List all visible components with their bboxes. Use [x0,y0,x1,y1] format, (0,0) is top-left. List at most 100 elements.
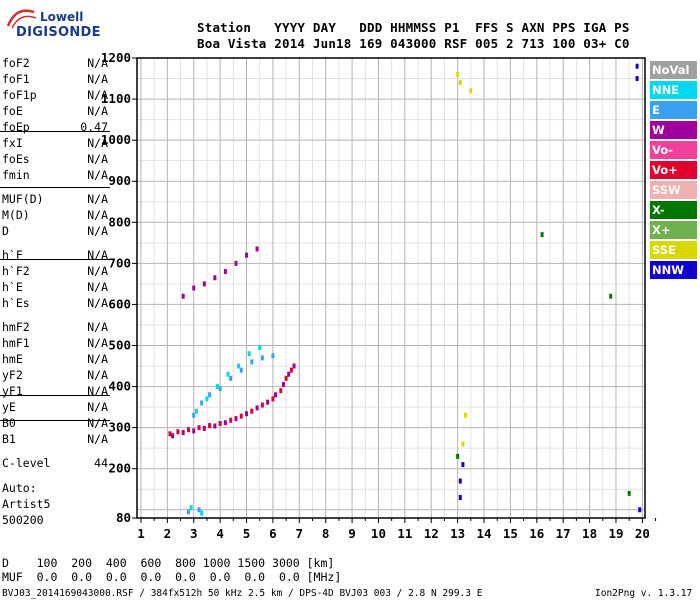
data-point [208,423,212,429]
data-point [456,71,460,77]
data-point [635,63,639,69]
data-point [464,412,468,418]
param-row-ye: yE N/A [2,400,108,414]
param-value: N/A [87,168,108,182]
x-tick-label: 1 [137,526,145,541]
data-point [186,427,190,433]
x-tick-label: 11 [397,526,412,541]
param-value: N/A [87,384,108,398]
y-tick-label: 800 [108,214,131,229]
param-row-m-d-: M(D) N/A [2,208,108,222]
param-row-b1: B1 N/A [2,432,108,446]
data-point [186,509,190,515]
legend-item-vo-: Vo- [650,141,697,159]
param-name: yF1 [2,384,23,398]
param-value: N/A [87,264,108,278]
x-tick-label: 8 [322,526,330,541]
data-point [247,351,251,357]
param-name: fmin [2,168,30,182]
data-point [218,421,222,427]
x-tick-label: 6 [269,526,277,541]
data-point [223,269,227,275]
data-point [540,232,544,238]
param-value: N/A [87,248,108,262]
data-point [229,417,233,423]
param-name: B1 [2,432,16,446]
param-value: N/A [87,416,108,430]
x-tick-label: 19 [608,526,623,541]
data-point [260,402,264,408]
param-name: h`E [2,280,23,294]
auto-artist: Artist5 [2,497,51,511]
param-value: N/A [87,320,108,334]
data-point [458,494,462,500]
param-name: fxI [2,136,23,150]
param-name: foE [2,104,23,118]
x-tick-label: 17 [556,526,571,541]
param-row-c-level: C-level 44 [2,456,108,470]
footer-distance-row: D 100 200 400 600 800 1000 1500 3000 [km… [2,556,335,570]
param-row-b0: B0 N/A [2,416,108,430]
data-point [208,392,212,398]
x-tick-label: 15 [503,526,518,541]
data-point [281,382,285,388]
data-point [287,371,291,377]
param-name: M(D) [2,208,30,222]
data-point [245,411,249,417]
data-point [229,375,233,381]
footer-file-info: BVJ03_2014169043000.RSF / 384fx512h 50 k… [2,588,483,599]
legend-item-x-: X- [650,201,697,219]
y-tick-label: 900 [108,173,131,188]
param-value: N/A [87,152,108,166]
legend-item-nnw: NNW [650,261,697,279]
footer-muf-row: MUF 0.0 0.0 0.0 0.0 0.0 0.0 0.0 0.0 [MHz… [2,570,342,584]
y-tick-label: 80 [116,510,131,525]
x-tick-label: 10 [371,526,386,541]
data-point [192,285,196,291]
x-tick-label: 2 [164,526,172,541]
data-point [197,507,201,513]
param-row-foep: foEp 0.47 [2,120,108,134]
data-point [194,408,198,414]
legend-item-nne: NNE [650,81,697,99]
data-point [239,367,243,373]
data-point [469,88,473,94]
data-point [456,453,460,459]
logo-swirl-icon [6,9,37,29]
data-point [245,252,249,258]
param-name: yF2 [2,368,23,382]
data-point [274,392,278,398]
auto-label: Auto: [2,481,37,495]
param-row-d: D N/A [2,224,108,238]
param-row-foe: foE N/A [2,104,108,118]
param-value: N/A [87,136,108,150]
legend-item-w: W [650,121,697,139]
param-name: B0 [2,416,16,430]
data-point [189,505,193,511]
data-point [266,399,270,405]
data-point [176,429,180,435]
param-row-fof1p: foF1p N/A [2,88,108,102]
x-tick-label: 16 [529,526,544,541]
x-tick-label: 3 [190,526,198,541]
data-point [197,425,201,431]
param-value: N/A [87,56,108,70]
data-point [271,353,275,359]
data-point [260,355,264,361]
param-name: yE [2,400,16,414]
x-tick-label: 12 [424,526,439,541]
param-name: foF2 [2,56,30,70]
param-name: C-level [2,456,51,470]
data-point [202,425,206,431]
data-point [168,431,172,437]
param-row-h-f2: h`F2 N/A [2,264,108,278]
y-tick-label: 200 [108,461,131,476]
data-point [205,396,209,402]
legend-item-ssw: SSW [650,181,697,199]
y-tick-label: 300 [108,420,131,435]
data-point [635,76,639,82]
param-value: N/A [87,104,108,118]
param-value: N/A [87,208,108,222]
data-point [461,441,465,447]
header-line-1: Station YYYY DAY DDD HHMMSS P1 FFS S AXN… [197,20,630,35]
